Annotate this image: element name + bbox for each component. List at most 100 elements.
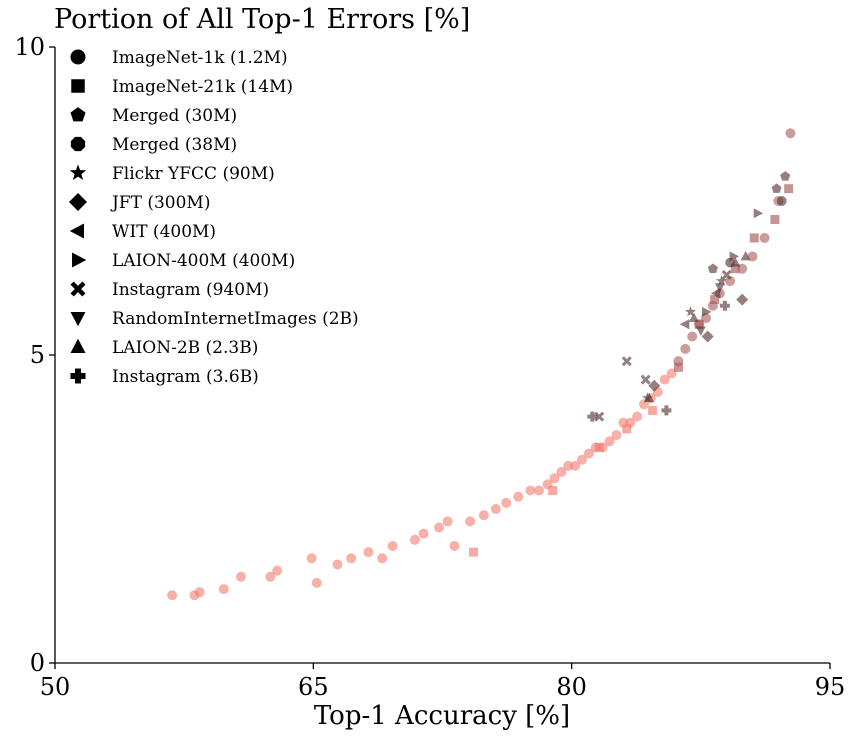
data-point	[604, 436, 615, 447]
data-point	[721, 269, 732, 280]
legend-label: Merged (38M)	[112, 135, 237, 155]
data-point	[785, 128, 796, 139]
data-point	[701, 330, 714, 343]
data-point	[632, 411, 643, 422]
data-point	[434, 522, 445, 533]
data-point	[688, 312, 699, 322]
data-point	[465, 516, 476, 527]
legend-marker	[70, 281, 86, 297]
legend-marker	[70, 368, 86, 384]
data-point	[583, 448, 594, 459]
data-point	[736, 293, 749, 306]
data-point	[594, 442, 604, 452]
data-point	[363, 547, 374, 558]
data-point	[442, 516, 453, 527]
data-point	[621, 356, 632, 367]
data-point	[306, 553, 317, 564]
data-point	[719, 300, 730, 311]
y-tick-label: 0	[30, 649, 45, 677]
x-tick-label: 65	[298, 673, 329, 701]
data-point	[194, 587, 205, 598]
data-point	[694, 319, 704, 329]
x-tick-label: 80	[556, 673, 587, 701]
data-point	[685, 306, 696, 317]
legend-label: Flickr YFCC (90M)	[112, 164, 275, 184]
data-point	[730, 257, 741, 267]
data-point	[707, 263, 718, 273]
legend-marker	[70, 136, 86, 152]
legend-marker	[69, 223, 84, 239]
data-point	[563, 460, 574, 471]
legend-label: Instagram (3.6B)	[112, 367, 259, 387]
data-point	[265, 571, 276, 582]
data-point	[167, 590, 178, 601]
data-point	[716, 275, 727, 286]
data-point	[533, 485, 544, 496]
data-point	[749, 233, 759, 243]
legend: ImageNet-1k (1.2M) ImageNet-21k (14M) Merg…	[69, 48, 359, 387]
data-point	[549, 473, 560, 484]
data-point	[469, 547, 478, 557]
legend-marker	[71, 79, 85, 93]
data-point	[648, 379, 661, 392]
data-point	[725, 276, 736, 287]
data-point	[780, 171, 791, 181]
data-point	[687, 331, 698, 342]
data-point	[548, 486, 558, 496]
axis-ticks: 50 65 80 95 0 5 10	[14, 33, 845, 701]
data-point	[577, 454, 587, 465]
data-point	[679, 319, 690, 330]
data-point	[525, 485, 536, 496]
data-point	[490, 504, 501, 514]
data-point	[702, 306, 712, 317]
data-point	[730, 264, 740, 274]
data-point	[611, 430, 622, 441]
data-point	[513, 491, 524, 502]
data-point	[418, 528, 429, 539]
data-point	[501, 497, 512, 508]
data-point	[753, 208, 764, 219]
legend-marker	[69, 193, 87, 211]
chart-title: Portion of All Top-1 Errors [%]	[54, 4, 470, 35]
legend-label: ImageNet-21k (14M)	[112, 77, 293, 97]
data-point	[311, 577, 322, 588]
legend-marker	[70, 338, 86, 353]
x-axis-label: Top-1 Accuracy [%]	[314, 701, 570, 731]
data-point	[409, 534, 420, 545]
data-point	[710, 288, 721, 299]
legend-label: JFT (300M)	[110, 193, 210, 213]
legend-label: WIT (400M)	[112, 222, 216, 242]
data-point	[449, 540, 460, 551]
legend-marker	[70, 49, 86, 65]
legend-marker	[72, 252, 87, 268]
data-point	[622, 424, 632, 434]
legend-label: LAION-400M (400M)	[112, 251, 295, 271]
data-point	[377, 553, 388, 564]
x-tick-label: 50	[40, 673, 71, 701]
data-point	[387, 540, 398, 551]
data-point	[594, 411, 605, 422]
data-point	[587, 411, 598, 422]
legend-label: Merged (30M)	[112, 106, 237, 126]
data-point	[661, 405, 672, 416]
data-point	[747, 251, 758, 262]
data-point	[777, 196, 787, 206]
data-point	[695, 326, 706, 336]
data-point	[236, 571, 246, 582]
data-point	[771, 183, 782, 193]
data-point	[680, 343, 691, 354]
legend-marker	[70, 312, 86, 327]
data-point	[659, 374, 670, 385]
data-point	[729, 251, 740, 262]
data-point	[648, 405, 658, 415]
data-point	[710, 295, 720, 305]
data-point	[759, 232, 770, 243]
data-point	[784, 184, 794, 194]
x-tick-label: 95	[815, 673, 846, 701]
legend-marker	[70, 107, 86, 122]
data-point	[346, 553, 357, 564]
data-point	[218, 584, 229, 595]
y-tick-label: 5	[30, 341, 45, 369]
data-point	[673, 362, 683, 372]
data-point	[332, 559, 343, 570]
